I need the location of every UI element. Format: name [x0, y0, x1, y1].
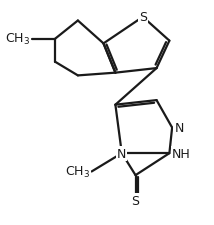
- Text: N: N: [174, 122, 184, 135]
- Text: CH$_3$: CH$_3$: [5, 32, 30, 47]
- Text: CH$_3$: CH$_3$: [65, 164, 90, 179]
- Text: NH: NH: [172, 147, 190, 160]
- Text: S: S: [139, 11, 147, 24]
- Text: S: S: [132, 194, 140, 207]
- Text: N: N: [117, 147, 126, 160]
